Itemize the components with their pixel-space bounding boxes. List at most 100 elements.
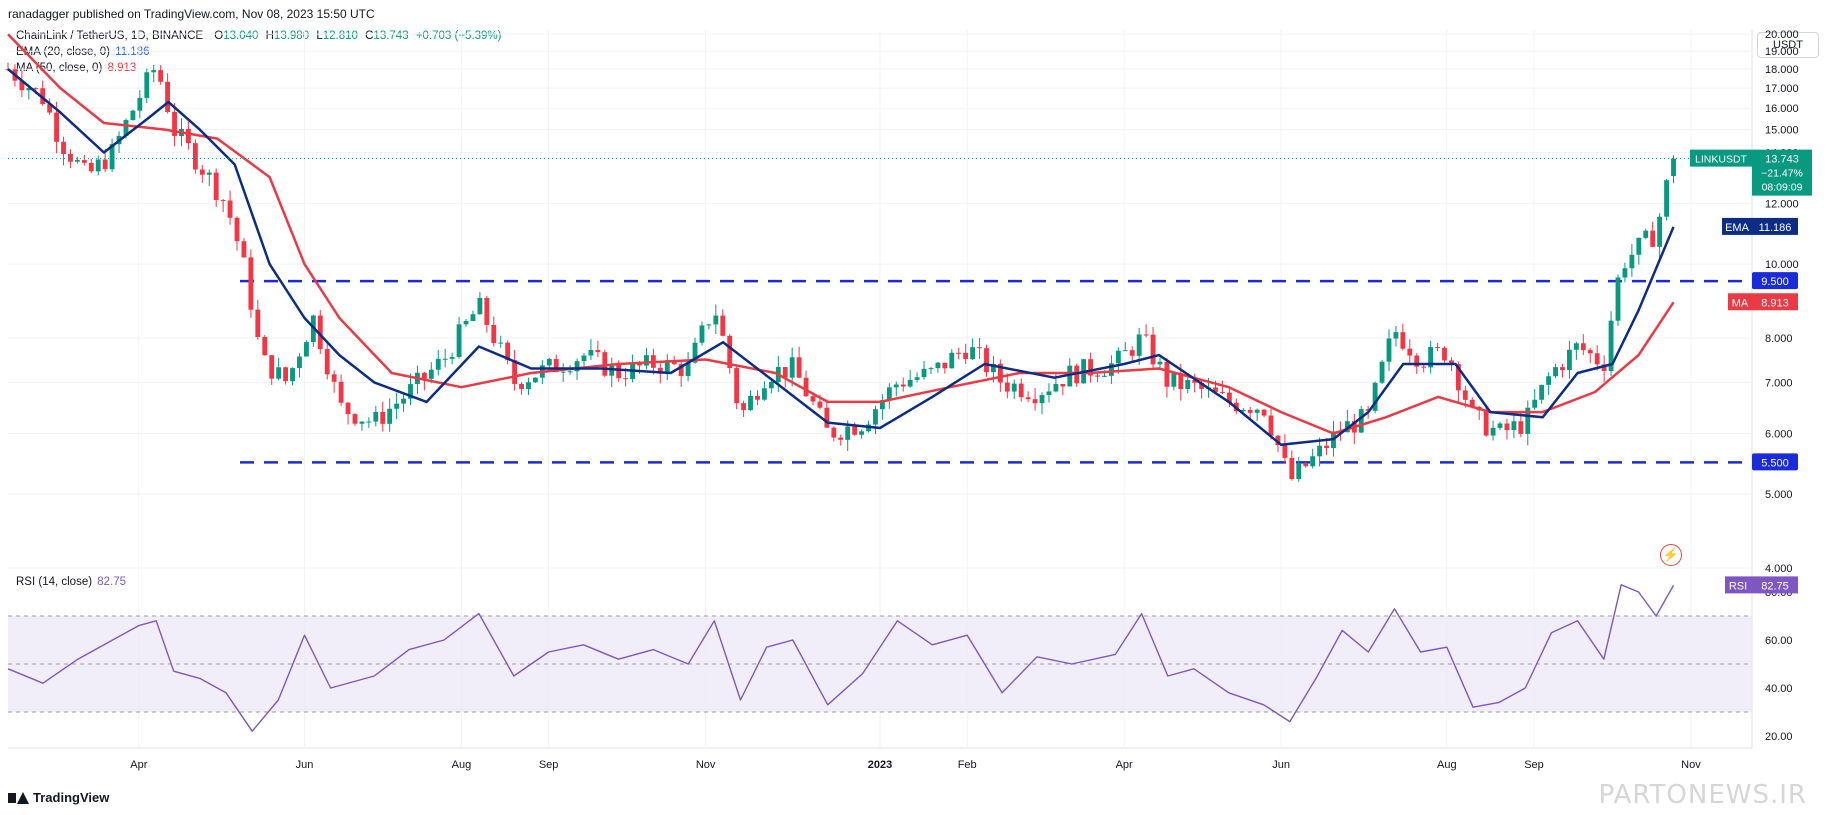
candle-body — [1636, 237, 1642, 255]
candle-body — [664, 360, 670, 374]
rsi-tag-label: RSI — [1729, 580, 1747, 592]
candle-body — [588, 349, 594, 356]
price-tick-label: 16.000 — [1765, 103, 1799, 115]
published-header: ranadagger published on TradingView.com,… — [8, 7, 375, 21]
candle-body — [706, 324, 712, 326]
candle-body — [1046, 391, 1052, 396]
candle-body — [1254, 409, 1260, 413]
ema-value-tag — [1752, 217, 1798, 235]
candle-body — [456, 324, 462, 357]
candle-body — [1178, 373, 1184, 390]
candle-body — [782, 367, 788, 378]
candle-body — [421, 372, 427, 379]
candle-body — [1199, 382, 1205, 389]
candle-body — [602, 352, 608, 376]
candle-body — [1310, 456, 1316, 467]
candle-body — [158, 70, 164, 82]
candle-body — [1400, 332, 1406, 349]
candle-body — [935, 362, 941, 369]
candle-body — [713, 315, 719, 325]
ma-value-tag — [1752, 293, 1798, 311]
candle-body — [81, 160, 87, 163]
candle-body — [1594, 353, 1600, 365]
candle-body — [1490, 427, 1496, 436]
ema-legend[interactable]: EMA (20, close, 0) 11.186 — [16, 46, 150, 58]
candle-body — [796, 357, 802, 378]
candle-body — [165, 81, 171, 113]
candle-body — [1580, 343, 1586, 351]
time-tick-label: Nov — [696, 759, 716, 771]
candle-body — [949, 352, 955, 369]
candle-body — [88, 162, 94, 172]
candle-body — [595, 349, 601, 353]
candle-body — [1379, 361, 1385, 383]
price-tick-label: 6.000 — [1765, 429, 1793, 441]
candle-body — [831, 427, 837, 438]
candle-body — [581, 355, 587, 362]
candle-body — [338, 381, 344, 403]
candle-body — [248, 257, 254, 310]
candle-body — [491, 324, 497, 344]
candle-body — [1553, 367, 1558, 377]
candle-body — [408, 384, 413, 399]
candle-body — [1358, 409, 1364, 433]
candle-body — [352, 414, 358, 424]
candle-body — [1164, 361, 1170, 387]
candle-body — [574, 361, 580, 372]
candle-body — [40, 88, 46, 105]
candle-body — [1157, 361, 1163, 365]
price-tick-label: 12.000 — [1765, 199, 1799, 211]
candle-body — [359, 421, 365, 424]
candle-body — [1282, 445, 1288, 458]
candle-body — [768, 381, 774, 389]
candle-body — [553, 359, 559, 373]
ema-tag-label: EMA — [1725, 222, 1750, 234]
candle-body — [1039, 395, 1045, 404]
candle-body — [1622, 268, 1628, 278]
bar-countdown: 08:09:09 — [1762, 182, 1803, 194]
candle-body — [1421, 366, 1427, 368]
time-tick-label: Sep — [539, 759, 559, 771]
candle-body — [1324, 445, 1329, 449]
candle-body — [1601, 364, 1607, 371]
candle-body — [1296, 462, 1302, 480]
candle-body — [810, 396, 816, 402]
candle-body — [317, 315, 323, 350]
price-tick-label: 5.000 — [1765, 489, 1793, 501]
candle-body — [1532, 399, 1538, 408]
watermark: PARTONEWS.IR — [1598, 780, 1807, 810]
time-tick-label: Jun — [1272, 759, 1290, 771]
candle-body — [1608, 320, 1614, 371]
candle-body — [1511, 421, 1517, 430]
candle-body — [1393, 332, 1399, 339]
candle-body — [484, 297, 490, 325]
candle-body — [1115, 350, 1121, 364]
candle-body — [463, 320, 469, 325]
candle-body — [505, 342, 511, 361]
candle-body — [74, 160, 80, 162]
currency-button[interactable]: USDT — [1757, 32, 1819, 58]
candle-body — [387, 408, 393, 424]
candle-body — [526, 382, 531, 390]
candle-body — [685, 362, 691, 376]
candle-body — [977, 347, 982, 349]
rsi-tick-label: 40.00 — [1765, 683, 1793, 695]
candle-body — [1289, 457, 1295, 480]
price-tick-label: 7.000 — [1765, 377, 1793, 389]
candle-body — [519, 383, 524, 390]
candle-body — [803, 377, 809, 397]
candle-body — [213, 172, 219, 201]
price-tick-label: 10.000 — [1765, 259, 1799, 271]
symbol-name: ChainLink / TetherUS, 1D, BINANCE — [16, 30, 204, 42]
candle-body — [269, 355, 275, 379]
candle-body — [879, 400, 885, 410]
bolt-icon[interactable]: ⚡ — [1660, 544, 1682, 566]
candle-body — [1525, 407, 1531, 434]
rsi-legend[interactable]: RSI (14, close) 82.75 — [16, 576, 127, 588]
time-tick-label: Sep — [1524, 759, 1544, 771]
candle-body — [303, 342, 309, 357]
candle-body — [68, 153, 73, 162]
price-tick-label: 15.000 — [1765, 125, 1799, 137]
candle-body — [845, 426, 851, 440]
